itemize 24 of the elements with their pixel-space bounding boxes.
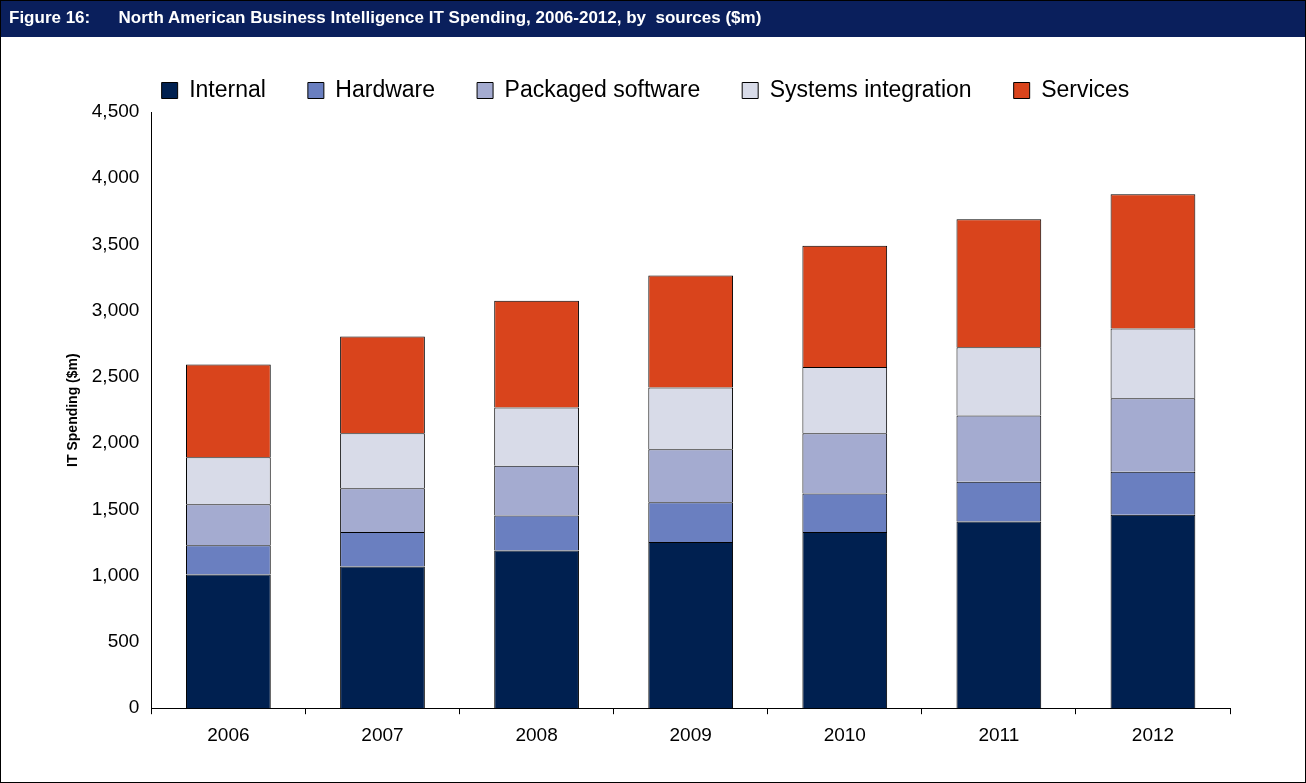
legend-label: Systems integration	[769, 75, 972, 102]
y-tick-label: 500	[107, 630, 140, 652]
x-tick-label: 2009	[669, 723, 712, 745]
x-tick-label: 2007	[361, 723, 404, 745]
chart-title: Figure 16: North American Business Intelligence IT Spending, 2006-2012, by sources ($m)	[1, 1, 1305, 37]
y-tick-label: 3,500	[91, 232, 140, 254]
y-axis-title: IT Spending ($m)	[64, 353, 81, 467]
x-tick-label: 2012	[1131, 723, 1175, 745]
x-tick-label: 2011	[978, 723, 1020, 745]
x-tick-label: 2010	[823, 723, 866, 745]
y-tick-label: 1,000	[91, 563, 140, 585]
legend-label: Services	[1041, 75, 1130, 102]
y-tick-label: 1,500	[91, 497, 140, 519]
y-tick-label: 2,000	[91, 431, 140, 453]
legend-label: Packaged software	[504, 75, 701, 102]
legend-label: Internal	[189, 75, 266, 102]
y-tick-label: 0	[128, 696, 140, 718]
x-tick-label: 2008	[515, 723, 558, 745]
y-tick-label: 2,500	[91, 365, 140, 387]
x-tick-label: 2006	[207, 723, 250, 745]
legend-label: Hardware	[335, 75, 436, 102]
y-tick-label: 3,000	[91, 298, 140, 320]
y-tick-label: 4,000	[91, 166, 140, 188]
y-tick-label: 4,500	[91, 100, 140, 122]
